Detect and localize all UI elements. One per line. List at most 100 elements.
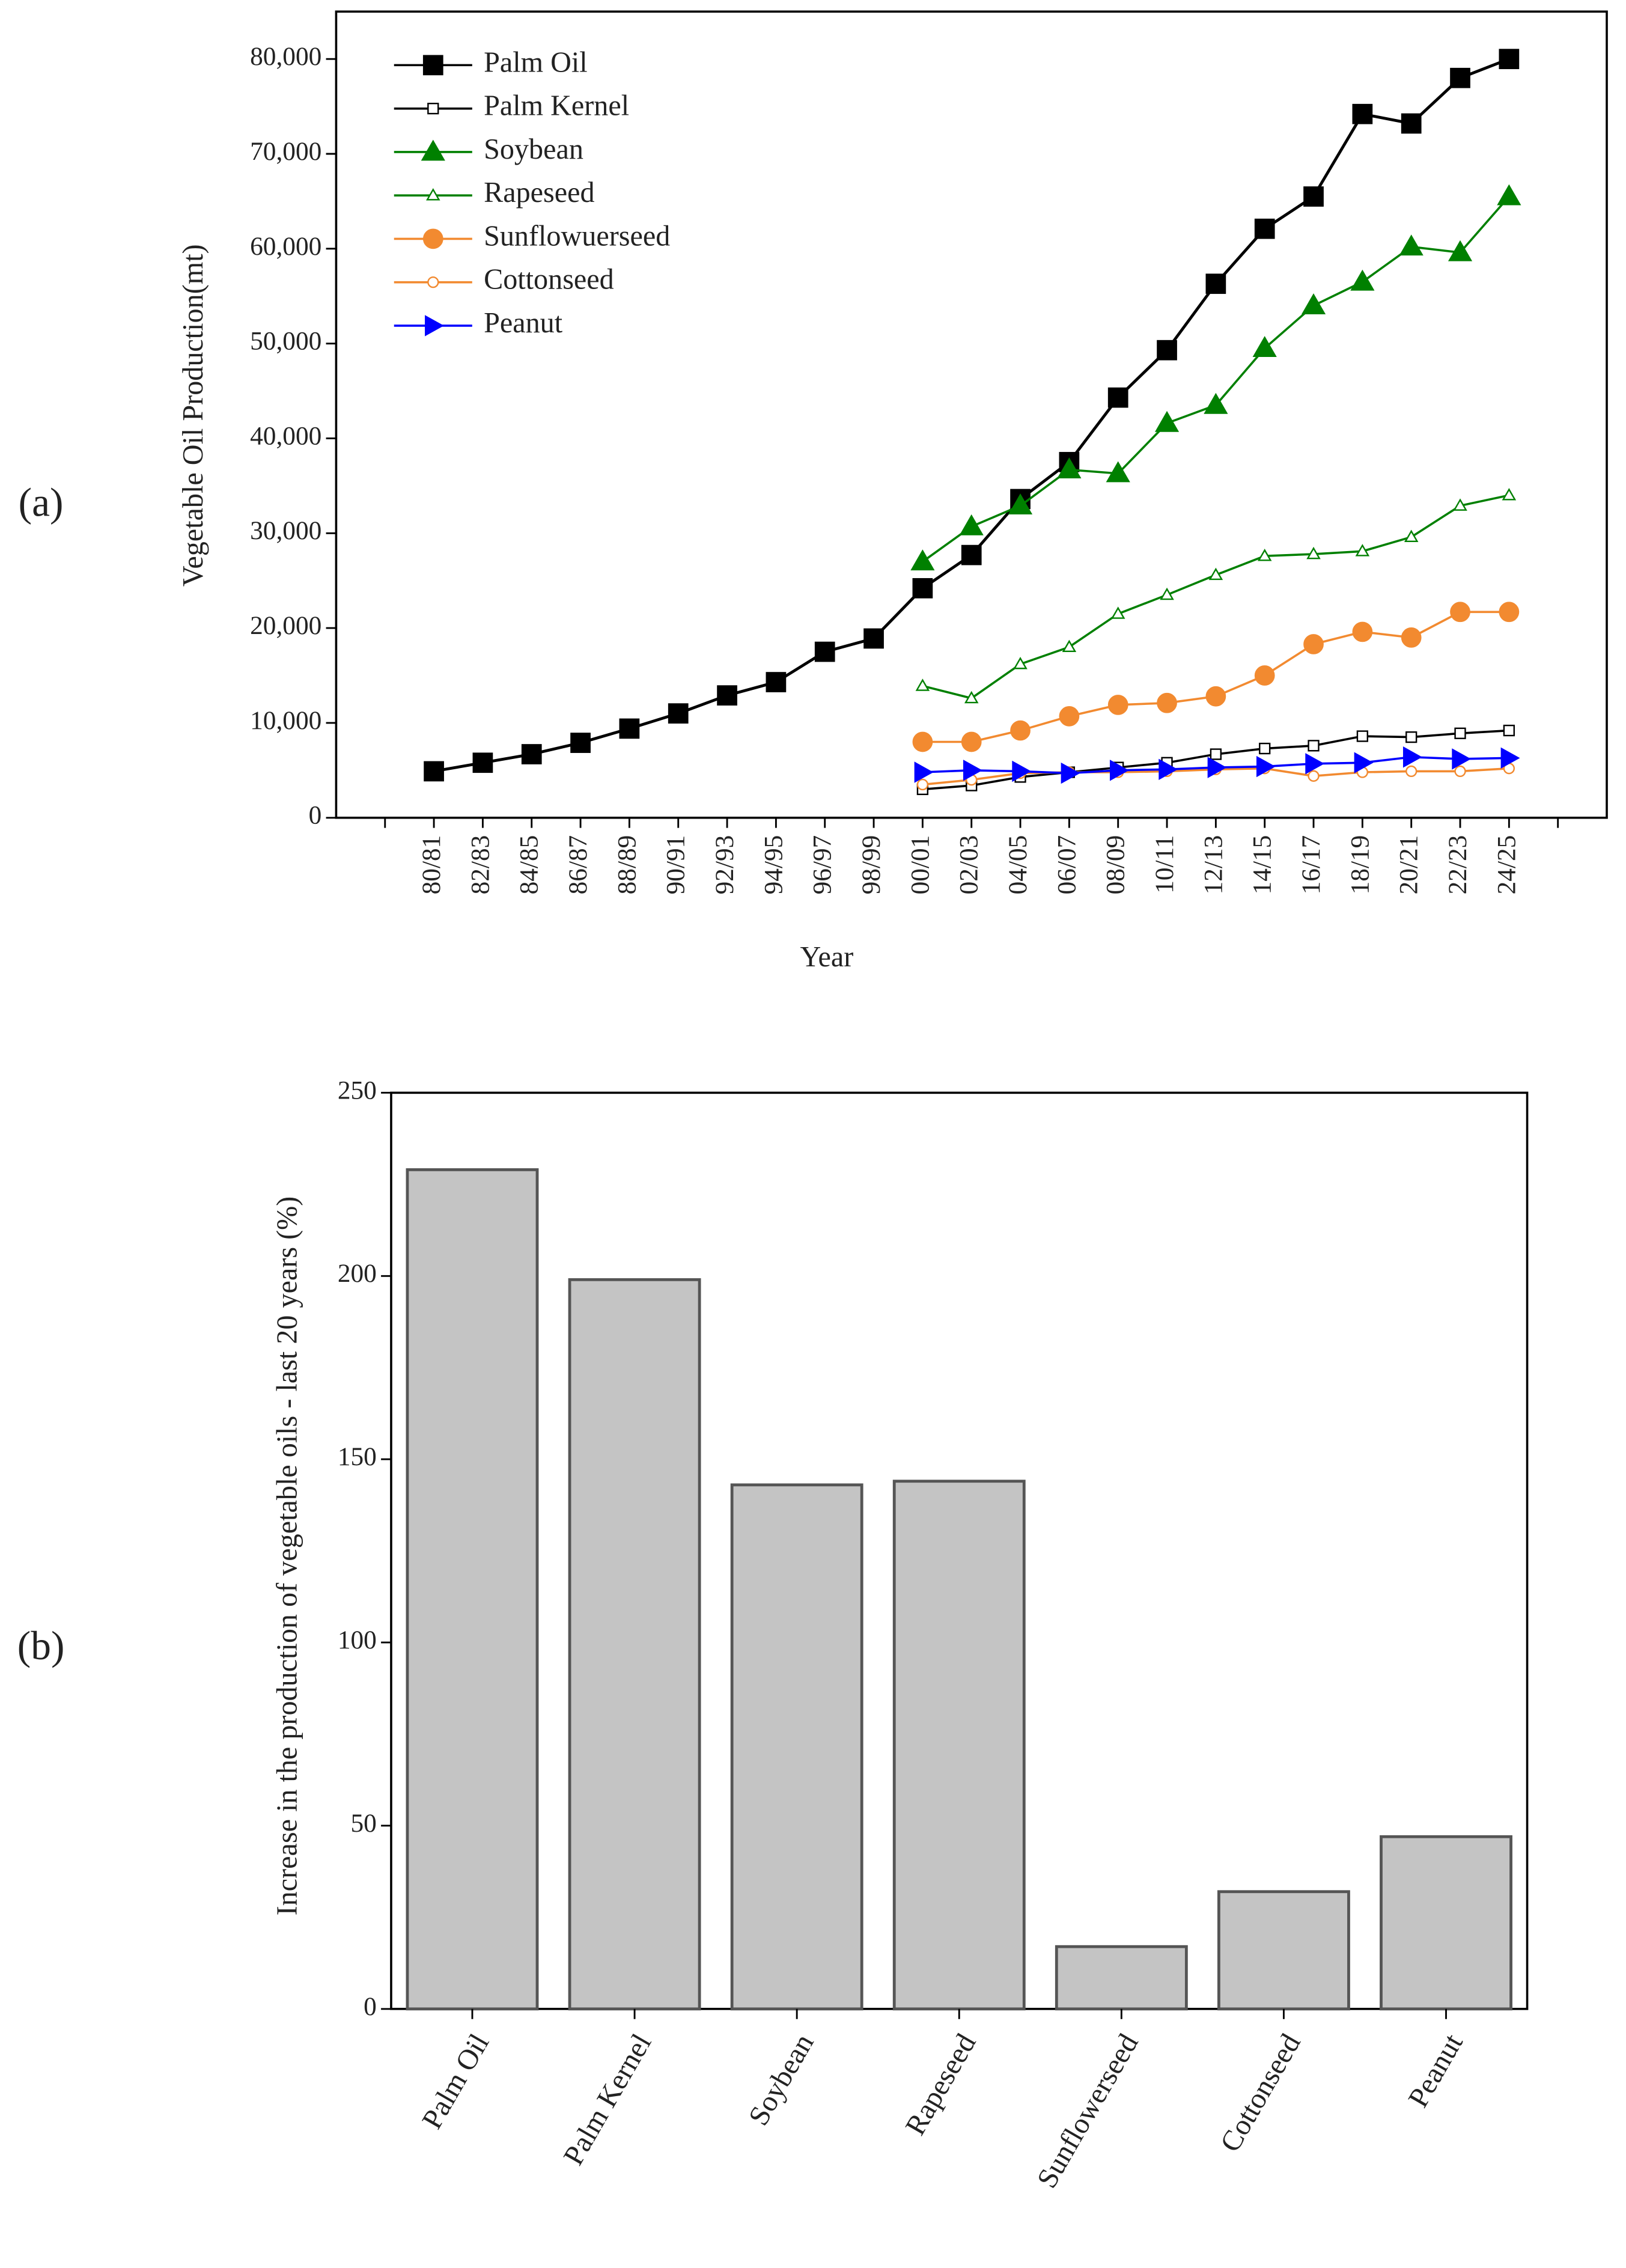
y-tick-label: 80,000 <box>250 42 321 71</box>
data-point <box>1061 762 1080 784</box>
data-point <box>1012 760 1032 782</box>
data-point <box>863 628 884 649</box>
legend-marker <box>422 228 443 249</box>
data-point <box>1303 634 1324 654</box>
data-point <box>1500 747 1520 769</box>
data-point <box>1453 498 1467 511</box>
data-point <box>1154 410 1180 432</box>
series-line <box>433 57 1510 773</box>
data-point <box>1405 765 1417 778</box>
y-tick-label: 0 <box>309 801 322 830</box>
bar <box>568 1278 701 2011</box>
data-point <box>963 760 982 781</box>
data-point <box>1204 392 1228 414</box>
data-point <box>961 731 982 752</box>
x-tick-label: Soybean <box>743 2029 820 2131</box>
legend-marker <box>422 55 443 76</box>
series-line <box>922 494 1509 700</box>
data-point <box>1205 686 1226 707</box>
x-tick-label: 06/07 <box>1052 835 1081 895</box>
data-point <box>766 672 787 692</box>
y-tick-label: 20,000 <box>250 611 321 640</box>
data-point <box>1256 755 1276 778</box>
x-tick-label: 04/05 <box>1003 835 1032 895</box>
x-tick-label: 96/97 <box>808 835 837 895</box>
data-point <box>619 718 640 739</box>
legend-marker <box>427 276 439 288</box>
x-tick-label: 18/19 <box>1345 835 1374 895</box>
y-tick-label: 200 <box>338 1259 377 1288</box>
data-point <box>1308 770 1320 782</box>
data-point <box>1454 727 1466 739</box>
data-point <box>1352 621 1373 642</box>
data-point <box>1254 218 1275 239</box>
data-point <box>1110 606 1125 619</box>
series-line <box>922 611 1509 743</box>
y-tick-label: 100 <box>338 1626 377 1654</box>
x-tick-label: Peanut <box>1402 2028 1469 2113</box>
data-point <box>1450 67 1470 88</box>
legend-marker <box>425 315 444 337</box>
data-point <box>912 731 933 752</box>
legend-label: Palm Kernel <box>484 90 629 122</box>
x-tick-label: 00/01 <box>906 835 934 895</box>
data-point <box>1301 293 1326 315</box>
bar <box>1380 1835 1512 2011</box>
data-point <box>1450 602 1470 623</box>
data-point <box>914 761 934 783</box>
data-point <box>1305 753 1325 775</box>
x-tick-label: 02/03 <box>955 835 984 895</box>
x-tick-label: 94/95 <box>759 835 788 895</box>
data-point <box>1057 457 1082 479</box>
x-tick-label: 90/91 <box>662 835 690 895</box>
x-tick-label: 12/13 <box>1199 835 1228 895</box>
x-tick-label: 08/09 <box>1101 835 1130 895</box>
legend-label: Soybean <box>484 133 583 165</box>
y-tick-label: 40,000 <box>250 421 321 450</box>
data-point <box>1306 546 1321 559</box>
data-point <box>1352 103 1373 124</box>
data-point <box>1402 746 1422 768</box>
data-point <box>1210 748 1222 760</box>
data-point <box>570 733 591 753</box>
legend-label: Rapeseed <box>484 177 595 209</box>
data-point <box>964 690 979 704</box>
bar <box>1217 1890 1350 2011</box>
x-tick-label: 20/21 <box>1395 835 1424 895</box>
data-point <box>1454 765 1466 778</box>
data-point <box>1062 639 1077 653</box>
data-point <box>1109 760 1129 781</box>
y-tick-label: 10,000 <box>250 706 321 735</box>
data-point <box>916 778 929 791</box>
x-tick-label: Cottonseed <box>1214 2029 1307 2157</box>
y-tick-label: 250 <box>338 1076 377 1105</box>
legend-label: Cottonseed <box>484 264 614 296</box>
data-point <box>1008 493 1033 515</box>
data-point <box>961 544 982 565</box>
legend-marker <box>427 102 439 115</box>
data-point <box>521 744 542 764</box>
y-tick-label: 0 <box>364 1992 377 2021</box>
y-tick-label: 30,000 <box>250 516 321 545</box>
data-point <box>1405 731 1417 743</box>
data-point <box>1059 706 1080 727</box>
y-tick-label: 50,000 <box>250 327 321 356</box>
data-point <box>1259 742 1271 755</box>
data-point <box>1404 529 1419 542</box>
x-tick-label: 14/15 <box>1248 835 1277 895</box>
legend-label: Palm Oil <box>484 46 588 78</box>
data-point <box>1159 758 1178 780</box>
panel-label: (b) <box>17 1623 65 1668</box>
data-point <box>814 641 835 662</box>
x-tick-label: Palm Oil <box>416 2029 495 2135</box>
data-point <box>1354 752 1374 773</box>
data-point <box>1107 695 1128 715</box>
data-point <box>910 549 935 571</box>
data-point <box>1010 720 1031 741</box>
bar <box>730 1483 863 2011</box>
x-tick-label: 86/87 <box>564 835 592 895</box>
data-point <box>1503 724 1515 737</box>
bar <box>1055 1945 1188 2011</box>
data-point <box>1502 488 1517 501</box>
data-point <box>424 761 444 782</box>
